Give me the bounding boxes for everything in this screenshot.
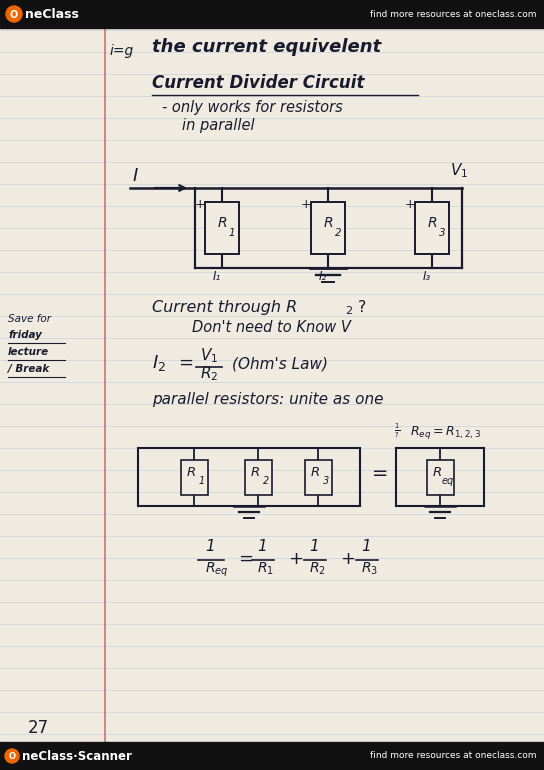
Text: =: = bbox=[178, 354, 193, 372]
Text: eq: eq bbox=[442, 476, 454, 486]
Text: / Break: / Break bbox=[8, 364, 50, 374]
Circle shape bbox=[6, 6, 22, 22]
FancyBboxPatch shape bbox=[426, 460, 454, 494]
Text: (Ohm's Law): (Ohm's Law) bbox=[232, 356, 328, 371]
Text: +: + bbox=[301, 197, 311, 210]
Text: R: R bbox=[323, 216, 333, 230]
Text: +: + bbox=[405, 197, 415, 210]
Text: 2: 2 bbox=[263, 476, 269, 486]
FancyBboxPatch shape bbox=[205, 202, 239, 254]
Text: $_2$ ?: $_2$ ? bbox=[345, 298, 367, 316]
FancyBboxPatch shape bbox=[415, 202, 449, 254]
Text: =: = bbox=[238, 550, 253, 568]
Text: 3: 3 bbox=[438, 228, 446, 238]
Circle shape bbox=[5, 749, 19, 763]
Text: I₂: I₂ bbox=[319, 270, 327, 283]
Text: $R_3$: $R_3$ bbox=[361, 561, 378, 578]
Text: $R_2$: $R_2$ bbox=[200, 364, 218, 383]
Text: lecture: lecture bbox=[8, 347, 49, 357]
Text: R: R bbox=[217, 216, 227, 230]
Text: $V_1$: $V_1$ bbox=[200, 346, 218, 365]
Text: +: + bbox=[288, 550, 303, 568]
Text: 1: 1 bbox=[205, 539, 215, 554]
Text: the current equivelent: the current equivelent bbox=[152, 38, 381, 56]
Text: i=g: i=g bbox=[110, 44, 134, 58]
Text: $R_2$: $R_2$ bbox=[309, 561, 326, 578]
Text: +: + bbox=[195, 197, 205, 210]
Text: find more resources at oneclass.com: find more resources at oneclass.com bbox=[369, 752, 536, 761]
FancyBboxPatch shape bbox=[181, 460, 207, 494]
Text: Current Divider Circuit: Current Divider Circuit bbox=[152, 74, 364, 92]
Text: 2: 2 bbox=[335, 228, 341, 238]
Text: - only works for resistors: - only works for resistors bbox=[162, 100, 343, 115]
Text: O: O bbox=[9, 752, 15, 761]
Text: R: R bbox=[187, 466, 196, 479]
Bar bbox=[0, 0, 544, 28]
Text: Save for: Save for bbox=[8, 314, 51, 324]
Text: R: R bbox=[250, 466, 259, 479]
Text: find more resources at oneclass.com: find more resources at oneclass.com bbox=[369, 9, 536, 18]
Text: $I_2$: $I_2$ bbox=[152, 353, 166, 373]
FancyBboxPatch shape bbox=[244, 460, 271, 494]
Text: $R_{eq}$: $R_{eq}$ bbox=[205, 561, 228, 579]
Text: parallel resistors: unite as one: parallel resistors: unite as one bbox=[152, 392, 384, 407]
Text: neClass·Scanner: neClass·Scanner bbox=[22, 749, 132, 762]
Text: Current through R: Current through R bbox=[152, 300, 297, 315]
Text: $R_1$: $R_1$ bbox=[257, 561, 274, 578]
Text: 27: 27 bbox=[28, 719, 49, 737]
Text: 1: 1 bbox=[361, 539, 371, 554]
Text: $R_{eq} = R_{1,2,3}$: $R_{eq} = R_{1,2,3}$ bbox=[410, 424, 481, 441]
Text: =: = bbox=[372, 464, 388, 483]
Text: $\frac{1}{?}$: $\frac{1}{?}$ bbox=[394, 422, 400, 440]
Text: neClass: neClass bbox=[25, 8, 79, 21]
Text: 1: 1 bbox=[257, 539, 267, 554]
Text: 3: 3 bbox=[323, 476, 329, 486]
Text: O: O bbox=[10, 9, 18, 19]
Text: 1: 1 bbox=[228, 228, 236, 238]
Text: R: R bbox=[311, 466, 320, 479]
Text: Don't need to Know V: Don't need to Know V bbox=[192, 320, 351, 335]
Text: 1: 1 bbox=[199, 476, 205, 486]
Text: R: R bbox=[432, 466, 442, 479]
Text: in parallel: in parallel bbox=[182, 118, 255, 133]
Text: I₃: I₃ bbox=[423, 270, 431, 283]
FancyBboxPatch shape bbox=[305, 460, 331, 494]
Text: I: I bbox=[133, 167, 138, 185]
Text: R: R bbox=[427, 216, 437, 230]
Text: $V_1$: $V_1$ bbox=[450, 161, 468, 179]
Text: I₁: I₁ bbox=[213, 270, 221, 283]
Text: +: + bbox=[340, 550, 355, 568]
Bar bbox=[0, 742, 544, 770]
Text: 1: 1 bbox=[309, 539, 319, 554]
FancyBboxPatch shape bbox=[311, 202, 345, 254]
Text: friday: friday bbox=[8, 330, 42, 340]
